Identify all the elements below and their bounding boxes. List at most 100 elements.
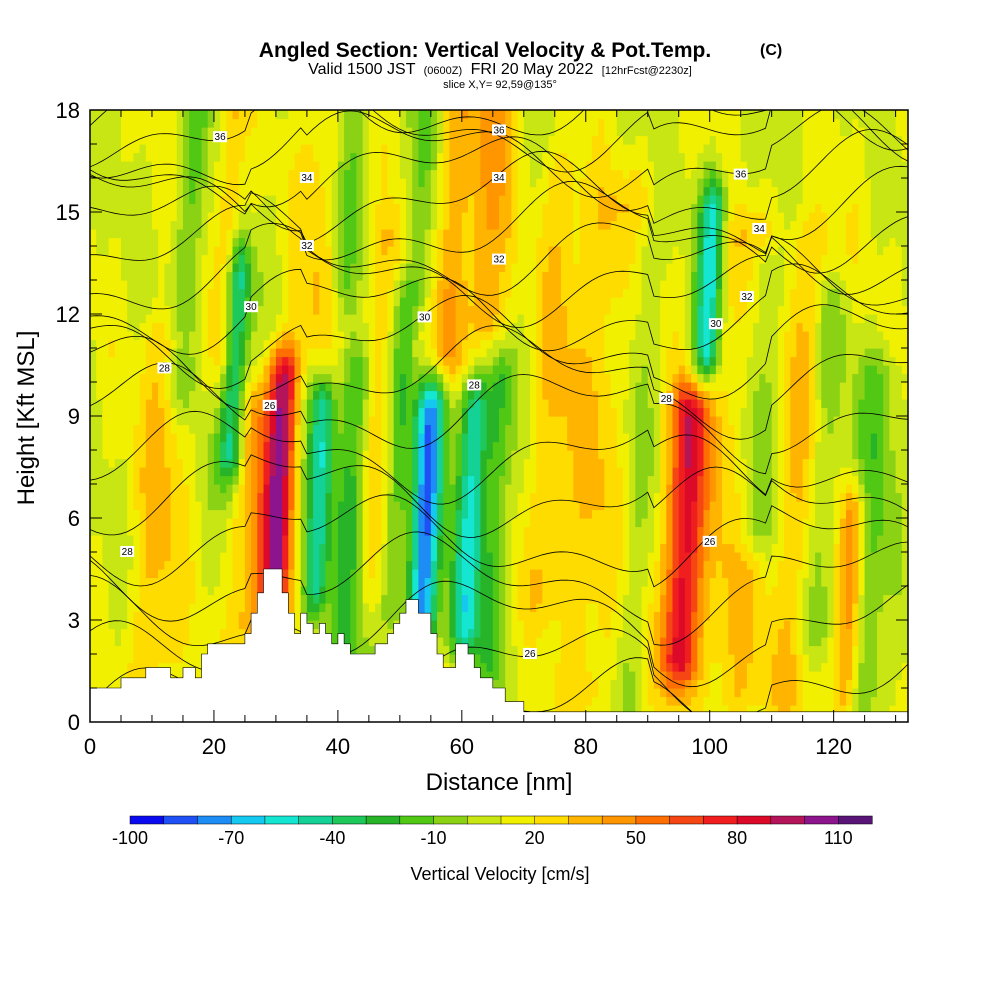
field-cell [269, 492, 277, 502]
field-cell [722, 484, 729, 494]
field-cell [790, 688, 798, 698]
field-cell [158, 586, 165, 596]
field-cell [647, 705, 655, 715]
field-cell [746, 518, 754, 528]
field-cell [684, 696, 692, 706]
field-cell [536, 688, 543, 698]
field-cell [684, 492, 692, 502]
field-cell [877, 645, 884, 655]
field-cell [344, 628, 351, 638]
field-cell [300, 569, 308, 579]
field-cell [697, 569, 705, 579]
field-cell [468, 518, 475, 528]
field-cell [523, 492, 531, 502]
field-cell [201, 594, 209, 604]
field-cell [697, 577, 705, 587]
field-cell [120, 526, 128, 536]
field-cell [300, 560, 308, 570]
field-cell [325, 475, 333, 485]
field-cell [777, 458, 785, 468]
field-cell [740, 535, 748, 545]
field-cell [746, 637, 754, 647]
field-cell [777, 662, 785, 672]
field-cell [176, 492, 184, 502]
field-cell [182, 594, 190, 604]
field-cell [604, 501, 612, 511]
field-cell [139, 407, 147, 417]
field-cell [492, 543, 500, 553]
field-cell [573, 645, 581, 655]
field-cell [815, 560, 822, 570]
field-cell [771, 492, 779, 502]
field-cell [616, 586, 624, 596]
field-cell [728, 586, 736, 596]
field-cell [189, 594, 196, 604]
field-cell [536, 543, 543, 553]
field-cell [728, 696, 736, 706]
field-cell [232, 552, 240, 562]
field-cell [895, 518, 903, 528]
field-cell [492, 586, 500, 596]
field-cell [827, 637, 835, 647]
field-cell [536, 416, 543, 426]
field-cell [790, 535, 798, 545]
field-cell [238, 518, 246, 528]
field-cell [560, 467, 568, 477]
field-cell [858, 441, 866, 451]
field-cell [406, 399, 413, 409]
field-cell [759, 484, 767, 494]
field-cell [746, 569, 754, 579]
field-cell [325, 416, 333, 426]
field-cell [275, 560, 283, 570]
field-cell [90, 424, 97, 434]
field-cell [437, 620, 444, 630]
field-cell [96, 611, 103, 621]
field-cell [375, 586, 382, 596]
field-cell [505, 441, 512, 451]
field-cell [604, 441, 612, 451]
field-cell [517, 594, 525, 604]
field-cell [815, 450, 822, 460]
field-cell [127, 586, 134, 596]
field-cell [858, 705, 866, 715]
field-cell [821, 467, 829, 477]
field-cell [468, 441, 475, 451]
field-cell [740, 416, 748, 426]
field-cell [102, 458, 110, 468]
field-cell [300, 518, 308, 528]
field-cell [815, 620, 822, 630]
field-cell [102, 433, 110, 443]
field-cell [201, 450, 209, 460]
field-cell [517, 560, 525, 570]
field-cell [622, 688, 630, 698]
field-cell [511, 696, 519, 706]
field-cell [170, 594, 178, 604]
field-cell [213, 535, 221, 545]
field-cell [468, 552, 475, 562]
field-cell [864, 450, 872, 460]
field-cell [548, 484, 556, 494]
field-cell [771, 526, 779, 536]
field-cell [647, 594, 655, 604]
field-cell [542, 501, 550, 511]
field-cell [176, 535, 184, 545]
field-cell [269, 552, 277, 562]
field-cell [443, 620, 451, 630]
field-cell [170, 645, 178, 655]
field-cell [443, 407, 451, 417]
field-cell [591, 509, 599, 519]
field-cell [560, 688, 568, 698]
field-cell [827, 441, 835, 451]
field-cell [697, 603, 705, 613]
field-cell [251, 501, 258, 511]
field-cell [344, 518, 351, 528]
field-cell [499, 645, 506, 655]
field-cell [362, 509, 370, 519]
field-cell [325, 492, 333, 502]
field-cell [722, 535, 729, 545]
field-cell [226, 569, 234, 579]
field-cell [641, 662, 649, 672]
field-cell [889, 569, 897, 579]
field-cell [560, 492, 568, 502]
field-cell [864, 654, 872, 664]
